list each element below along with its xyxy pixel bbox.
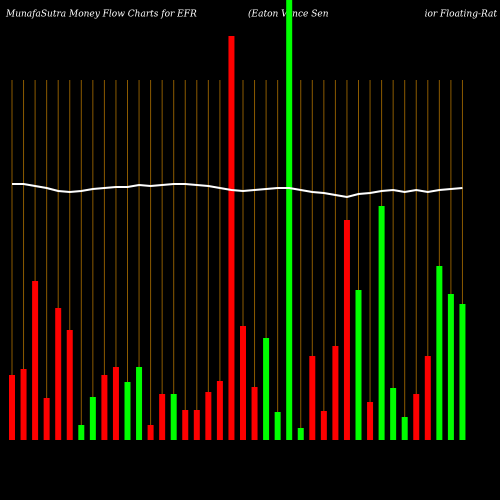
bar [66, 330, 73, 440]
bar [343, 220, 350, 440]
chart-subtitle: ior Floating-Rat [425, 10, 498, 20]
money-flow-line [12, 183, 463, 199]
bar [378, 206, 385, 440]
bar [459, 304, 466, 440]
bar [309, 356, 316, 440]
bar [286, 0, 293, 440]
bar [112, 367, 119, 440]
bar [101, 375, 108, 440]
bar [216, 381, 223, 440]
bar [159, 394, 166, 440]
bar [436, 266, 443, 440]
bar [32, 281, 39, 440]
bar [401, 417, 408, 440]
bar [193, 410, 200, 440]
bar [228, 36, 235, 440]
bar [320, 411, 327, 440]
bar [182, 410, 189, 440]
bar [274, 412, 281, 440]
bar [205, 392, 212, 440]
bar [390, 388, 397, 440]
bar [332, 346, 339, 440]
bar [355, 290, 362, 440]
bar [297, 428, 304, 440]
bar [20, 369, 27, 440]
bar [55, 308, 62, 440]
chart-title: MunafaSutra Money Flow Charts for EFR [5, 10, 197, 20]
bar [43, 398, 50, 440]
bar [9, 375, 15, 440]
bar [367, 402, 374, 440]
bar [170, 394, 177, 440]
bar [251, 387, 258, 440]
bar [447, 294, 454, 440]
bar [89, 397, 96, 440]
bar [263, 338, 270, 440]
bar [136, 367, 143, 440]
bar [240, 326, 246, 440]
bar [124, 382, 131, 440]
bar [147, 425, 154, 440]
bar [78, 425, 85, 440]
bar [424, 356, 431, 440]
bar [413, 394, 420, 440]
